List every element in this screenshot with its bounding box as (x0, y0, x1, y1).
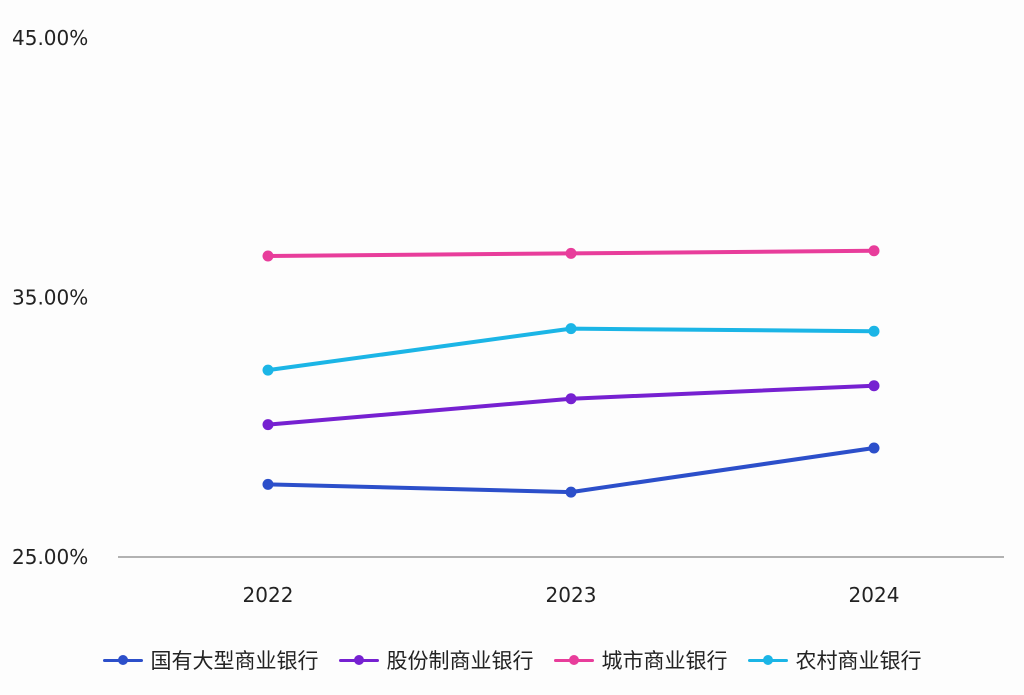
series-1-point (262, 478, 274, 490)
series-2-point (565, 393, 577, 405)
legend-item: 国有大型商业银行 (102, 645, 319, 675)
y-tick-label: 35.00% (12, 286, 88, 310)
series-1-point (868, 442, 880, 454)
legend-swatch (747, 654, 788, 666)
y-tick-label: 25.00% (12, 545, 88, 569)
series-3-point (565, 247, 577, 259)
series-3-point (868, 245, 880, 257)
y-tick-label: 45.00% (12, 26, 88, 50)
legend-swatch (553, 654, 594, 666)
legend-swatch (338, 654, 379, 666)
legend-swatch (102, 654, 143, 666)
series-3-point (262, 250, 274, 262)
series-line-4 (266, 326, 876, 373)
legend-label: 城市商业银行 (601, 649, 728, 673)
legend-item: 农村商业银行 (747, 645, 922, 675)
chart-legend: 国有大型商业银行 股份制商业银行 城市商业银行 农村商业银行 (0, 640, 1024, 680)
series-line-2 (266, 383, 876, 427)
legend-item: 股份制商业银行 (338, 645, 534, 675)
chart-plot-area: 25.00% 35.00% 45.00% 2022 2023 2024 (12, 26, 1004, 607)
series-4-point (262, 364, 274, 376)
legend-label: 国有大型商业银行 (150, 649, 319, 673)
series-2-point (868, 380, 880, 392)
series-2-point (262, 419, 274, 431)
x-tick-label: 2022 (243, 583, 294, 607)
series-1-point (565, 486, 577, 498)
legend-label: 农村商业银行 (795, 649, 922, 673)
series-line-1 (266, 446, 876, 495)
series-4-point (565, 323, 577, 335)
x-tick-label: 2024 (849, 583, 900, 607)
legend-item: 城市商业银行 (553, 645, 728, 675)
series-4-point (868, 325, 880, 337)
legend-label: 股份制商业银行 (386, 649, 534, 673)
x-tick-label: 2023 (546, 583, 597, 607)
